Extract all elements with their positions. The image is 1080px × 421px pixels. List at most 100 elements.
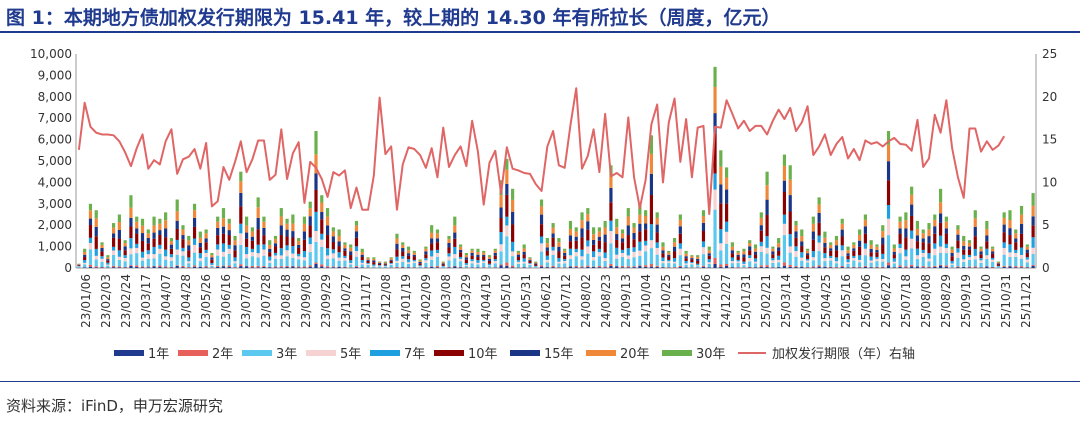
bar-segment-y3 [667, 263, 671, 268]
bar-segment-y15 [198, 242, 202, 248]
bar-segment-y2 [782, 262, 787, 266]
source-divider [0, 381, 1080, 382]
y-left-tick-label: 7,000 [38, 111, 72, 125]
bar-segment-y7 [967, 254, 972, 258]
bar-segment-y10 [615, 239, 619, 248]
bar-segment-y3 [823, 261, 827, 267]
bar-segment-y5 [730, 261, 734, 264]
y-left-tick-label: 4,000 [38, 175, 72, 189]
bar-segment-y5 [539, 243, 544, 252]
bar-segment-y15 [811, 231, 815, 240]
bar-segment-y20 [707, 250, 711, 254]
bar-segment-y7 [609, 220, 613, 232]
bar-segment-y10 [528, 260, 532, 263]
bar-segment-y2 [927, 266, 931, 268]
bar-segment-y30 [933, 214, 937, 220]
bar-segment-y3 [239, 244, 243, 265]
bar-segment-y15 [649, 173, 654, 196]
bar-segment-y5 [545, 259, 549, 263]
bar-segment-y20 [568, 228, 573, 236]
bar-segment-y15 [852, 248, 856, 251]
bar-segment-y20 [94, 218, 98, 227]
bar-segment-y1 [725, 265, 729, 268]
bar-segment-y15 [285, 229, 289, 237]
bar-segment-y5 [661, 261, 665, 264]
bar-segment-y7 [129, 238, 133, 249]
bar-segment-y20 [522, 248, 526, 252]
bar-segment-y3 [719, 250, 723, 265]
bar-segment-y5 [123, 257, 127, 262]
bar-segment-y1 [1014, 267, 1018, 268]
bar-segment-y20 [406, 250, 411, 254]
bar-segment-y5 [938, 246, 943, 253]
bar-segment-y10 [511, 224, 515, 242]
bar-segment-y20 [268, 244, 272, 249]
bar-segment-y5 [447, 256, 451, 261]
bar-segment-y20 [742, 251, 746, 255]
bar-segment-y3 [1008, 257, 1012, 266]
bar-segment-y10 [181, 239, 185, 248]
bar-segment-y10 [713, 133, 717, 174]
weighted-maturity-line [77, 87, 1006, 216]
bar-segment-y7 [661, 257, 665, 262]
bar-segment-y2 [100, 266, 104, 268]
bar-segment-y7 [858, 255, 862, 260]
bar-segment-y2 [1014, 266, 1018, 268]
bar-segment-y30 [204, 229, 208, 234]
bar-segment-y2 [539, 265, 544, 267]
bar-segment-y30 [834, 235, 839, 241]
bar-segment-y5 [389, 263, 393, 265]
bar-segment-y30 [944, 216, 948, 222]
bar-segment-y10 [534, 264, 538, 266]
bar-segment-y30 [458, 244, 463, 247]
bar-segment-y15 [684, 256, 688, 259]
bar-segment-y2 [991, 266, 995, 268]
bar-segment-y5 [1025, 259, 1029, 263]
bar-segment-y5 [672, 261, 677, 264]
bar-segment-y1 [175, 265, 179, 268]
bar-segment-y30 [615, 218, 619, 228]
bar-segment-y1 [117, 267, 121, 268]
bar-segment-y3 [192, 252, 197, 266]
bar-segment-y30 [250, 227, 254, 232]
bar-segment-y30 [904, 212, 908, 221]
bar-segment-y30 [302, 216, 307, 224]
bar-segment-y30 [331, 227, 335, 232]
bar-segment-y7 [626, 248, 630, 256]
bar-segment-y30 [88, 203, 93, 211]
bar-segment-y30 [487, 255, 492, 257]
bar-segment-y7 [470, 259, 474, 262]
bar-segment-y10 [632, 239, 636, 248]
bar-segment-y2 [88, 264, 93, 267]
bar-segment-y10 [135, 233, 139, 244]
bar-segment-y10 [227, 235, 231, 245]
bar-segment-y7 [904, 249, 908, 257]
bar-segment-y3 [505, 236, 509, 263]
bar-segment-y10 [453, 238, 457, 247]
bar-segment-y7 [534, 265, 538, 267]
bar-segment-y2 [221, 265, 226, 267]
bar-segment-y7 [580, 249, 584, 257]
bar-segment-y3 [418, 266, 422, 268]
bar-segment-y20 [753, 248, 758, 252]
bar-segment-y20 [464, 255, 468, 258]
bar-segment-y30 [840, 218, 844, 224]
bar-segment-y15 [476, 254, 480, 258]
bar-segment-y1 [730, 267, 734, 268]
bar-segment-y30 [534, 261, 538, 263]
bar-segment-y10 [291, 237, 295, 247]
bar-segment-y2 [765, 265, 769, 268]
bar-segment-y30 [505, 158, 509, 170]
bar-segment-y7 [320, 233, 324, 240]
bar-segment-y20 [279, 216, 283, 226]
bar-segment-y1 [511, 267, 515, 268]
bar-segment-y20 [829, 244, 833, 249]
bar-segment-y1 [655, 266, 659, 268]
bar-segment-y7 [279, 248, 283, 256]
bar-segment-y7 [233, 257, 237, 262]
bar-segment-y5 [915, 255, 920, 260]
x-tick-label: 25/05/16 [839, 274, 853, 328]
bar-segment-y1 [325, 267, 330, 268]
bar-segment-y7 [1019, 247, 1024, 255]
bar-segment-y1 [898, 266, 902, 268]
